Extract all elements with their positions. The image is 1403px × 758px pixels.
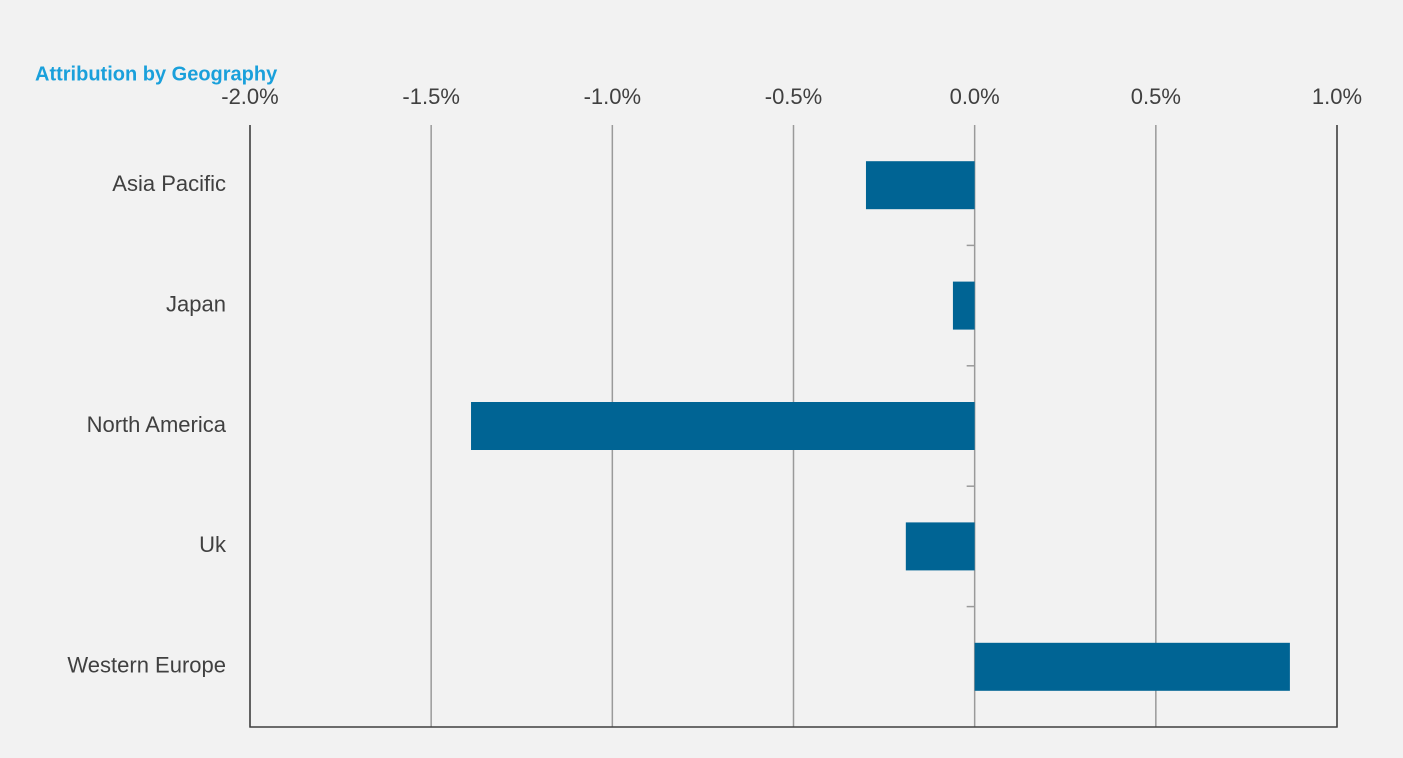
x-tick-label: -1.0% bbox=[584, 84, 641, 109]
x-tick-label: 1.0% bbox=[1312, 84, 1362, 109]
bar bbox=[905, 522, 975, 571]
bar bbox=[865, 161, 975, 210]
plot-frame bbox=[249, 125, 1338, 728]
y-tick-label: North America bbox=[87, 412, 227, 437]
y-tick-label: Asia Pacific bbox=[112, 171, 226, 196]
bar bbox=[471, 402, 975, 450]
bar bbox=[974, 642, 1290, 691]
x-tick-label: -2.0% bbox=[221, 84, 278, 109]
chart-title: Attribution by Geography bbox=[35, 63, 278, 85]
y-tick-label: Western Europe bbox=[67, 653, 226, 678]
x-tick-label: 0.0% bbox=[950, 84, 1000, 109]
bar bbox=[952, 281, 975, 330]
x-tick-label: -0.5% bbox=[765, 84, 822, 109]
x-tick-label: -1.5% bbox=[402, 84, 459, 109]
x-tick-label: 0.5% bbox=[1131, 84, 1181, 109]
y-tick-label: Japan bbox=[166, 291, 226, 316]
y-tick-label: Uk bbox=[199, 532, 227, 557]
